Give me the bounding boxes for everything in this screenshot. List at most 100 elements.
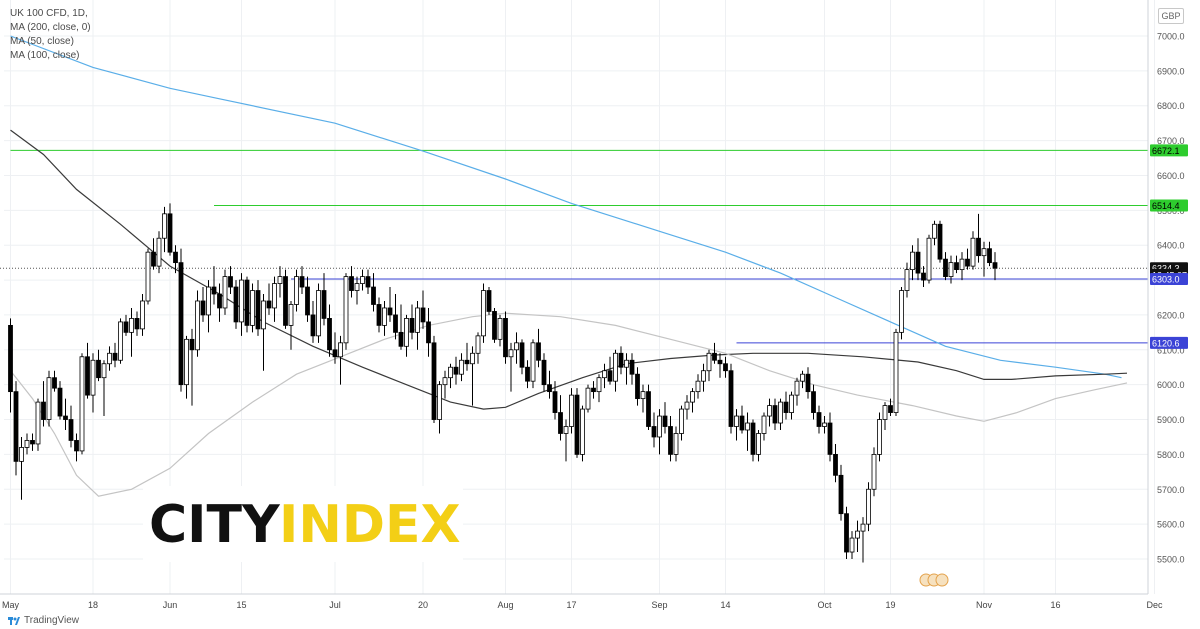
candle[interactable] xyxy=(448,363,453,389)
candle[interactable] xyxy=(162,206,167,253)
candle[interactable] xyxy=(266,283,272,315)
candle[interactable] xyxy=(57,381,63,420)
price-label-support[interactable]: 6120.6 xyxy=(1150,336,1188,349)
candle[interactable] xyxy=(349,266,354,298)
candle[interactable] xyxy=(272,276,277,322)
candle[interactable] xyxy=(970,231,976,270)
ma50-line[interactable] xyxy=(10,129,1128,410)
event-markers[interactable] xyxy=(919,573,949,587)
candle[interactable] xyxy=(745,412,750,451)
candle[interactable] xyxy=(90,353,96,413)
candle[interactable] xyxy=(294,269,299,312)
candle[interactable] xyxy=(855,520,860,553)
candle[interactable] xyxy=(74,433,79,462)
candle[interactable] xyxy=(910,245,915,281)
candle[interactable] xyxy=(552,381,558,420)
candle[interactable] xyxy=(976,213,981,263)
candle[interactable] xyxy=(954,255,959,274)
candle[interactable] xyxy=(310,300,316,343)
price-label-resistance[interactable]: 6514.4 xyxy=(1150,199,1188,212)
candle[interactable] xyxy=(860,517,866,563)
candle[interactable] xyxy=(794,377,800,406)
ma50-legend[interactable]: MA (50, close) xyxy=(10,36,74,47)
candle[interactable] xyxy=(921,266,926,288)
candle[interactable] xyxy=(343,273,349,350)
candle[interactable] xyxy=(712,342,717,364)
candle[interactable] xyxy=(189,328,195,406)
candle[interactable] xyxy=(767,398,772,427)
candle[interactable] xyxy=(200,287,206,322)
candle[interactable] xyxy=(525,360,530,389)
candle[interactable] xyxy=(332,332,338,364)
candle[interactable] xyxy=(569,388,574,434)
candle[interactable] xyxy=(816,405,822,434)
candle[interactable] xyxy=(442,370,448,399)
candle[interactable] xyxy=(211,266,217,305)
candle[interactable] xyxy=(893,328,899,417)
candle[interactable] xyxy=(123,314,129,336)
candle[interactable] xyxy=(558,395,563,441)
candle[interactable] xyxy=(85,342,90,399)
candle[interactable] xyxy=(800,370,805,389)
candle[interactable] xyxy=(464,342,470,371)
candle[interactable] xyxy=(992,252,998,281)
candle[interactable] xyxy=(492,307,497,343)
candle[interactable] xyxy=(382,300,387,336)
candle[interactable] xyxy=(932,220,937,246)
candle[interactable] xyxy=(415,300,420,350)
candle[interactable] xyxy=(261,294,266,371)
candle[interactable] xyxy=(646,384,651,430)
candle[interactable] xyxy=(827,412,833,462)
candle[interactable] xyxy=(915,238,921,281)
candle[interactable] xyxy=(151,238,156,270)
candle[interactable] xyxy=(24,433,30,455)
candle[interactable] xyxy=(398,304,404,350)
candle[interactable] xyxy=(772,398,778,430)
candle[interactable] xyxy=(167,203,173,256)
ma200-legend[interactable]: MA (200, close, 0) xyxy=(10,22,91,33)
candle[interactable] xyxy=(437,381,442,434)
candle[interactable] xyxy=(723,356,728,378)
candle[interactable] xyxy=(965,248,970,270)
candle[interactable] xyxy=(871,447,877,497)
candle[interactable] xyxy=(805,367,811,399)
candle[interactable] xyxy=(728,363,734,434)
candle[interactable] xyxy=(629,353,635,385)
candle[interactable] xyxy=(404,314,409,357)
candle[interactable] xyxy=(96,349,101,382)
candle[interactable] xyxy=(536,328,541,368)
price-label-support[interactable]: 6303.0 xyxy=(1150,273,1188,286)
candle[interactable] xyxy=(734,409,739,441)
candle[interactable] xyxy=(624,353,629,385)
candle[interactable] xyxy=(833,443,838,483)
candle[interactable] xyxy=(530,339,536,389)
candle[interactable] xyxy=(283,269,288,329)
candle[interactable] xyxy=(129,307,134,357)
candle[interactable] xyxy=(107,346,112,371)
candle[interactable] xyxy=(431,335,437,424)
candle[interactable] xyxy=(706,349,712,382)
candle[interactable] xyxy=(30,433,35,451)
candle[interactable] xyxy=(640,384,646,413)
candle[interactable] xyxy=(503,311,508,364)
ma100-line[interactable] xyxy=(10,312,1128,497)
candle[interactable] xyxy=(618,346,624,375)
candle[interactable] xyxy=(277,266,283,298)
candle[interactable] xyxy=(673,426,679,462)
candle[interactable] xyxy=(882,402,888,430)
candle[interactable] xyxy=(481,283,486,343)
candle[interactable] xyxy=(866,482,871,532)
candle[interactable] xyxy=(761,412,767,441)
candle[interactable] xyxy=(926,234,932,284)
candle[interactable] xyxy=(756,429,761,462)
candle[interactable] xyxy=(46,370,52,427)
candle[interactable] xyxy=(783,391,789,420)
candle[interactable] xyxy=(877,412,882,462)
candle[interactable] xyxy=(8,318,13,413)
candle[interactable] xyxy=(811,384,816,420)
candle[interactable] xyxy=(321,273,327,326)
candle[interactable] xyxy=(574,388,580,458)
candle[interactable] xyxy=(145,248,151,305)
candle[interactable] xyxy=(101,360,107,417)
candle[interactable] xyxy=(371,273,376,312)
